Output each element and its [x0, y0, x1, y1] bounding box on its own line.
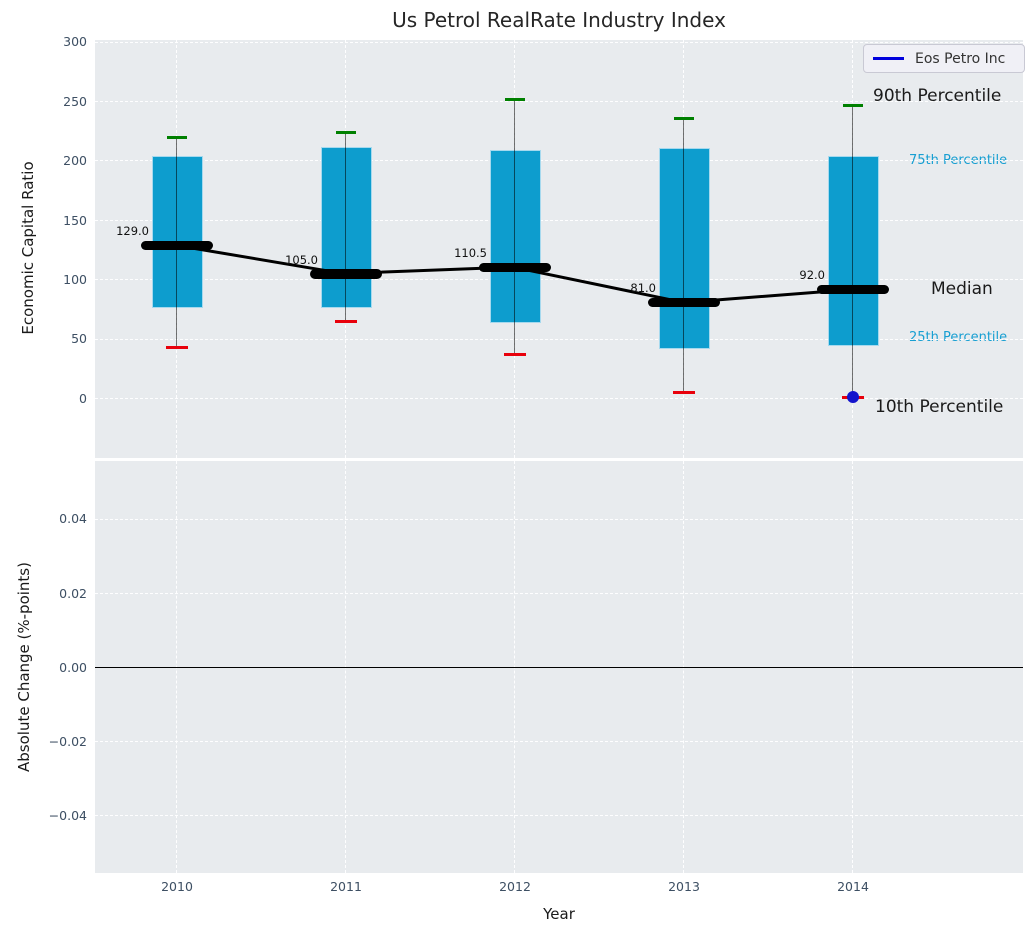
- median-value-label: 110.5: [423, 246, 487, 260]
- top-y-tick-label: 100: [35, 272, 87, 287]
- cap-90th: [505, 98, 525, 101]
- chart-title: Us Petrol RealRate Industry Index: [95, 8, 1023, 32]
- median-marker: [310, 269, 382, 278]
- x-tick-label: 2013: [654, 879, 714, 894]
- cap-90th: [167, 136, 187, 139]
- top-gridline-h: [95, 339, 1023, 340]
- whisker-line: [514, 99, 515, 354]
- x-tick-label: 2014: [823, 879, 883, 894]
- bottom-y-tick-label: −0.04: [35, 808, 87, 823]
- cap-10th: [166, 346, 188, 349]
- bottom-gridline-h: [95, 815, 1023, 816]
- top-y-tick-label: 150: [35, 213, 87, 228]
- top-y-tick-label: 300: [35, 34, 87, 49]
- bottom-y-tick-label: 0.00: [35, 660, 87, 675]
- cap-90th: [843, 104, 863, 107]
- annotation-10th-percentile: 10th Percentile: [875, 397, 1003, 417]
- legend: Eos Petro Inc: [863, 44, 1025, 73]
- median-marker: [479, 263, 551, 272]
- bottom-gridline-h: [95, 519, 1023, 520]
- median-value-label: 92.0: [761, 268, 825, 282]
- top-y-tick-label: 0: [35, 391, 87, 406]
- top-gridline-h: [95, 42, 1023, 43]
- whisker-line: [345, 133, 346, 322]
- median-value-label: 105.0: [254, 253, 318, 267]
- top-gridline-h: [95, 398, 1023, 399]
- annotation-median: Median: [931, 279, 993, 299]
- median-marker: [817, 285, 889, 294]
- bottom-y-tick-label: 0.04: [35, 511, 87, 526]
- median-marker: [648, 298, 720, 307]
- top-gridline-h: [95, 101, 1023, 102]
- bottom-y-tick-label: −0.02: [35, 734, 87, 749]
- legend-line-icon: [873, 57, 904, 60]
- legend-series-label: Eos Petro Inc: [915, 51, 1005, 67]
- cap-90th: [674, 117, 694, 120]
- top-gridline-h: [95, 160, 1023, 161]
- x-tick-label: 2011: [316, 879, 376, 894]
- x-tick-label: 2012: [485, 879, 545, 894]
- top-gridline-h: [95, 220, 1023, 221]
- bottom-y-tick-label: 0.02: [35, 586, 87, 601]
- annotation-90th-percentile: 90th Percentile: [873, 86, 1001, 106]
- annotation-25th-percentile: 25th Percentile: [909, 330, 1007, 345]
- bottom-y-axis-label: Absolute Change (%-points): [15, 562, 33, 772]
- median-value-label: 129.0: [85, 224, 149, 238]
- bottom-gridline-h: [95, 741, 1023, 742]
- top-y-tick-label: 200: [35, 153, 87, 168]
- bottom-gridline-h: [95, 593, 1023, 594]
- cap-10th: [504, 353, 526, 356]
- top-gridline-h: [95, 279, 1023, 280]
- cap-90th: [336, 131, 356, 134]
- cap-10th: [673, 391, 695, 394]
- whisker-line: [683, 118, 684, 392]
- x-tick-label: 2010: [147, 879, 207, 894]
- figure: Us Petrol RealRate Industry Index Econom…: [0, 0, 1034, 942]
- top-y-tick-label: 250: [35, 94, 87, 109]
- top-y-tick-label: 50: [35, 331, 87, 346]
- whisker-line: [852, 105, 853, 397]
- zero-line: [95, 667, 1023, 669]
- cap-10th: [335, 320, 357, 323]
- x-axis-label: Year: [95, 905, 1023, 923]
- top-y-axis-label: Economic Capital Ratio: [19, 161, 37, 334]
- median-value-label: 81.0: [592, 281, 656, 295]
- median-marker: [141, 241, 213, 250]
